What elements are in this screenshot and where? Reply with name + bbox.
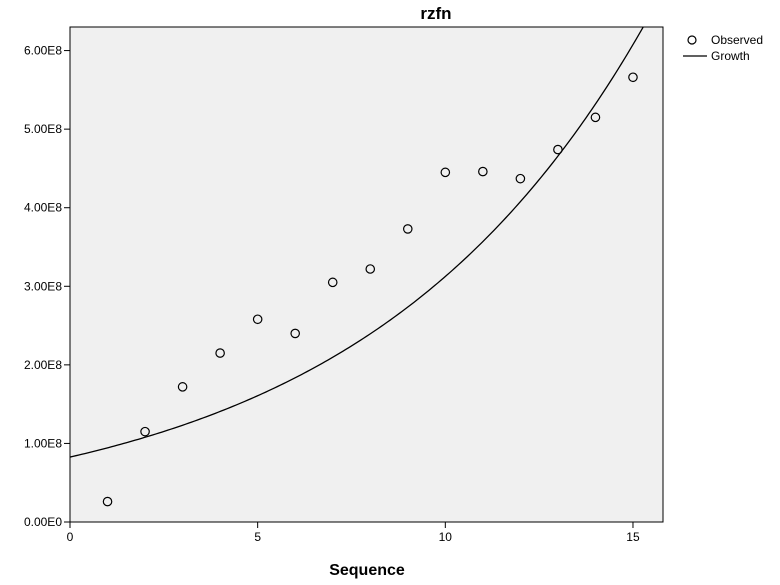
legend-growth-label: Growth bbox=[711, 49, 750, 63]
y-tick-label: 2.00E8 bbox=[24, 358, 62, 372]
x-tick-label: 5 bbox=[254, 530, 261, 544]
y-tick-label: 0.00E0 bbox=[24, 515, 62, 529]
observed-point bbox=[628, 72, 638, 83]
observed-point bbox=[102, 496, 113, 507]
observed-point bbox=[478, 166, 488, 177]
observed-point bbox=[365, 264, 376, 274]
legend-observed-marker bbox=[687, 35, 697, 45]
observed-point bbox=[553, 144, 563, 155]
observed-points bbox=[102, 72, 638, 507]
observed-point bbox=[402, 224, 413, 234]
growth-fit-line bbox=[70, 27, 644, 458]
x-tick-label: 0 bbox=[67, 530, 74, 544]
observed-point bbox=[215, 348, 225, 358]
observed-point bbox=[252, 314, 263, 325]
y-tick-label: 1.00E8 bbox=[24, 436, 62, 450]
observed-point bbox=[515, 173, 526, 184]
observed-point bbox=[177, 382, 188, 392]
x-axis: 0 5 10 15 bbox=[67, 522, 640, 544]
plot-area bbox=[69, 26, 664, 523]
legend-observed-label: Observed bbox=[711, 33, 763, 47]
observed-point bbox=[327, 277, 338, 288]
x-tick-label: 15 bbox=[626, 530, 640, 544]
x-axis-title: Sequence bbox=[329, 562, 405, 579]
y-axis: 0.00E0 1.00E8 2.00E8 3.00E8 4.00E8 5.00E8 6.00… bbox=[24, 44, 70, 529]
legend: Observed Growth bbox=[683, 33, 763, 63]
observed-point bbox=[590, 112, 601, 123]
observed-point bbox=[140, 426, 150, 437]
observed-point bbox=[290, 328, 300, 339]
y-tick-label: 5.00E8 bbox=[24, 122, 62, 136]
x-tick-label: 10 bbox=[439, 530, 453, 544]
observed-point bbox=[440, 167, 451, 178]
y-tick-label: 4.00E8 bbox=[24, 201, 62, 215]
y-tick-label: 3.00E8 bbox=[24, 279, 62, 293]
y-tick-label: 6.00E8 bbox=[24, 44, 62, 58]
chart-title: rzfn bbox=[420, 4, 451, 23]
